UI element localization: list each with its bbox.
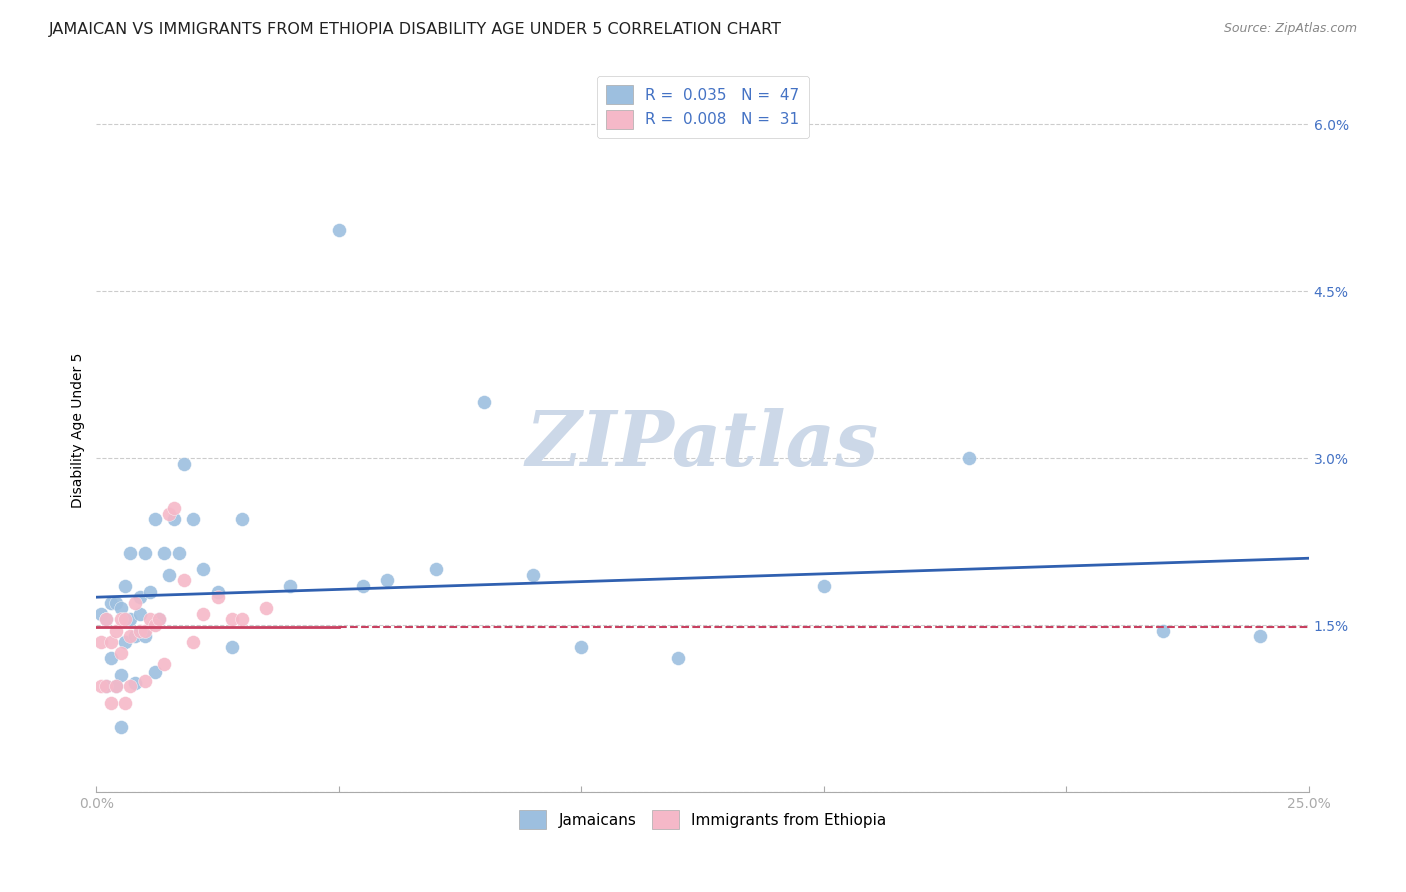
Point	[100, 634, 122, 648]
Point	[110, 668, 132, 682]
Point	[120, 679, 142, 693]
Point	[110, 646, 132, 660]
Point	[1152, 624, 1174, 638]
Point	[138, 612, 160, 626]
Point	[94, 612, 117, 626]
Point	[167, 546, 190, 560]
Point	[425, 562, 447, 576]
Point	[138, 584, 160, 599]
Point	[104, 679, 127, 693]
Point	[173, 457, 195, 471]
Point	[90, 679, 112, 693]
Point	[183, 512, 205, 526]
Point	[472, 395, 495, 409]
Point	[124, 596, 146, 610]
Point	[124, 629, 146, 643]
Point	[90, 634, 112, 648]
Point	[134, 624, 156, 638]
Point	[231, 612, 253, 626]
Point	[94, 612, 117, 626]
Point	[280, 579, 302, 593]
Point	[114, 612, 136, 626]
Point	[173, 574, 195, 588]
Point	[114, 696, 136, 710]
Point	[110, 612, 132, 626]
Point	[90, 607, 112, 621]
Point	[143, 665, 166, 679]
Point	[191, 607, 214, 621]
Point	[114, 634, 136, 648]
Point	[957, 451, 980, 466]
Point	[134, 546, 156, 560]
Point	[120, 612, 142, 626]
Point	[143, 512, 166, 526]
Point	[221, 640, 243, 655]
Point	[120, 629, 142, 643]
Point	[1249, 629, 1271, 643]
Point	[129, 590, 152, 604]
Point	[148, 612, 170, 626]
Point	[207, 584, 229, 599]
Point	[328, 223, 350, 237]
Y-axis label: Disability Age Under 5: Disability Age Under 5	[72, 352, 86, 508]
Point	[124, 676, 146, 690]
Point	[191, 562, 214, 576]
Point	[569, 640, 592, 655]
Text: Source: ZipAtlas.com: Source: ZipAtlas.com	[1223, 22, 1357, 36]
Point	[813, 579, 835, 593]
Point	[110, 601, 132, 615]
Point	[522, 568, 544, 582]
Point	[100, 596, 122, 610]
Point	[94, 679, 117, 693]
Point	[143, 618, 166, 632]
Point	[207, 590, 229, 604]
Point	[104, 679, 127, 693]
Point	[129, 607, 152, 621]
Point	[104, 596, 127, 610]
Point	[157, 568, 180, 582]
Point	[110, 720, 132, 734]
Point	[221, 612, 243, 626]
Point	[134, 673, 156, 688]
Point	[254, 601, 277, 615]
Point	[163, 501, 186, 516]
Point	[352, 579, 374, 593]
Point	[104, 624, 127, 638]
Legend: Jamaicans, Immigrants from Ethiopia: Jamaicans, Immigrants from Ethiopia	[513, 804, 893, 835]
Text: ZIPatlas: ZIPatlas	[526, 408, 879, 482]
Point	[231, 512, 253, 526]
Point	[134, 629, 156, 643]
Point	[94, 679, 117, 693]
Point	[148, 612, 170, 626]
Point	[129, 624, 152, 638]
Point	[183, 634, 205, 648]
Point	[666, 651, 689, 665]
Point	[157, 507, 180, 521]
Text: JAMAICAN VS IMMIGRANTS FROM ETHIOPIA DISABILITY AGE UNDER 5 CORRELATION CHART: JAMAICAN VS IMMIGRANTS FROM ETHIOPIA DIS…	[49, 22, 782, 37]
Point	[153, 546, 176, 560]
Point	[163, 512, 186, 526]
Point	[100, 651, 122, 665]
Point	[100, 696, 122, 710]
Point	[120, 546, 142, 560]
Point	[153, 657, 176, 671]
Point	[114, 579, 136, 593]
Point	[375, 574, 398, 588]
